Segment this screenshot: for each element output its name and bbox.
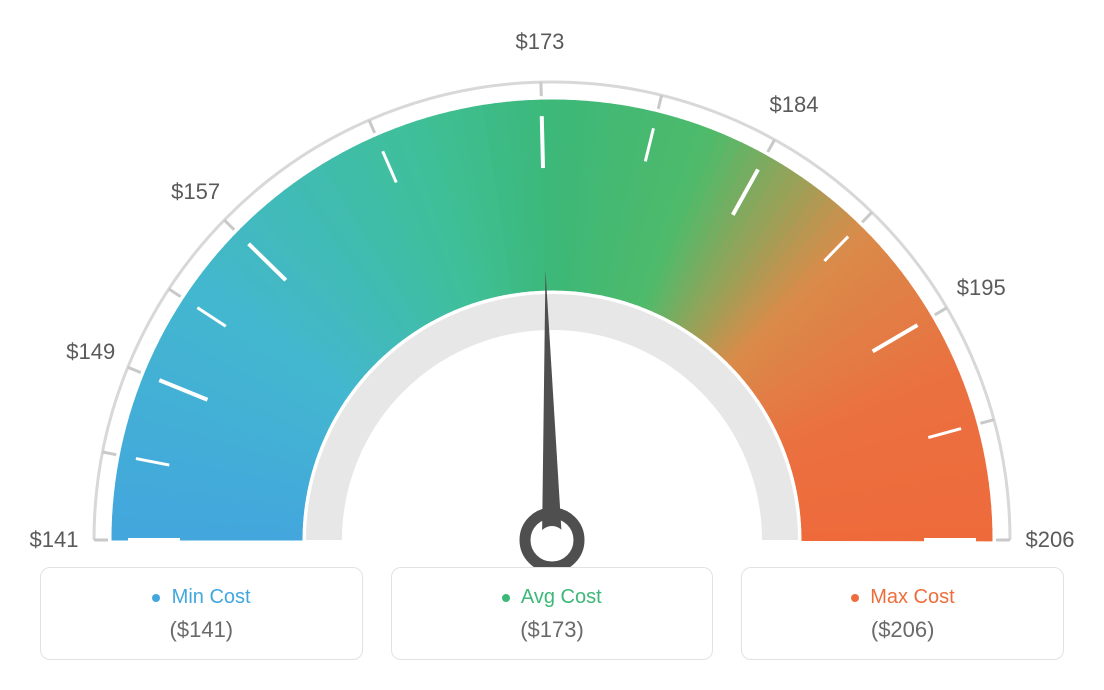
gauge-tick-label: $195 — [957, 275, 1006, 301]
min-cost-label-row: Min Cost — [53, 586, 350, 609]
gauge-tick-label: $149 — [66, 339, 115, 365]
max-cost-value: ($206) — [754, 617, 1051, 643]
avg-dot-icon — [502, 594, 510, 602]
gauge-tick-label: $141 — [30, 527, 79, 553]
avg-cost-label: Avg Cost — [521, 586, 602, 608]
gauge-tick-label: $206 — [1026, 527, 1075, 553]
max-cost-label-row: Max Cost — [754, 586, 1051, 609]
summary-cards: Min Cost ($141) Avg Cost ($173) Max Cost… — [40, 567, 1064, 660]
gauge-svg — [22, 40, 1082, 600]
max-dot-icon — [851, 594, 859, 602]
avg-cost-card: Avg Cost ($173) — [391, 567, 714, 660]
avg-cost-value: ($173) — [404, 617, 701, 643]
avg-cost-label-row: Avg Cost — [404, 586, 701, 609]
gauge-chart: $141 $149 $157 $173 $184 $195 $206 — [0, 0, 1104, 560]
max-cost-card: Max Cost ($206) — [741, 567, 1064, 660]
min-cost-label: Min Cost — [172, 586, 251, 608]
gauge-tick-label: $157 — [171, 179, 220, 205]
gauge-tick-label: $184 — [770, 92, 819, 118]
min-dot-icon — [152, 594, 160, 602]
gauge-tick-label: $173 — [515, 29, 564, 55]
max-cost-label: Max Cost — [870, 586, 954, 608]
min-cost-value: ($141) — [53, 617, 350, 643]
min-cost-card: Min Cost ($141) — [40, 567, 363, 660]
